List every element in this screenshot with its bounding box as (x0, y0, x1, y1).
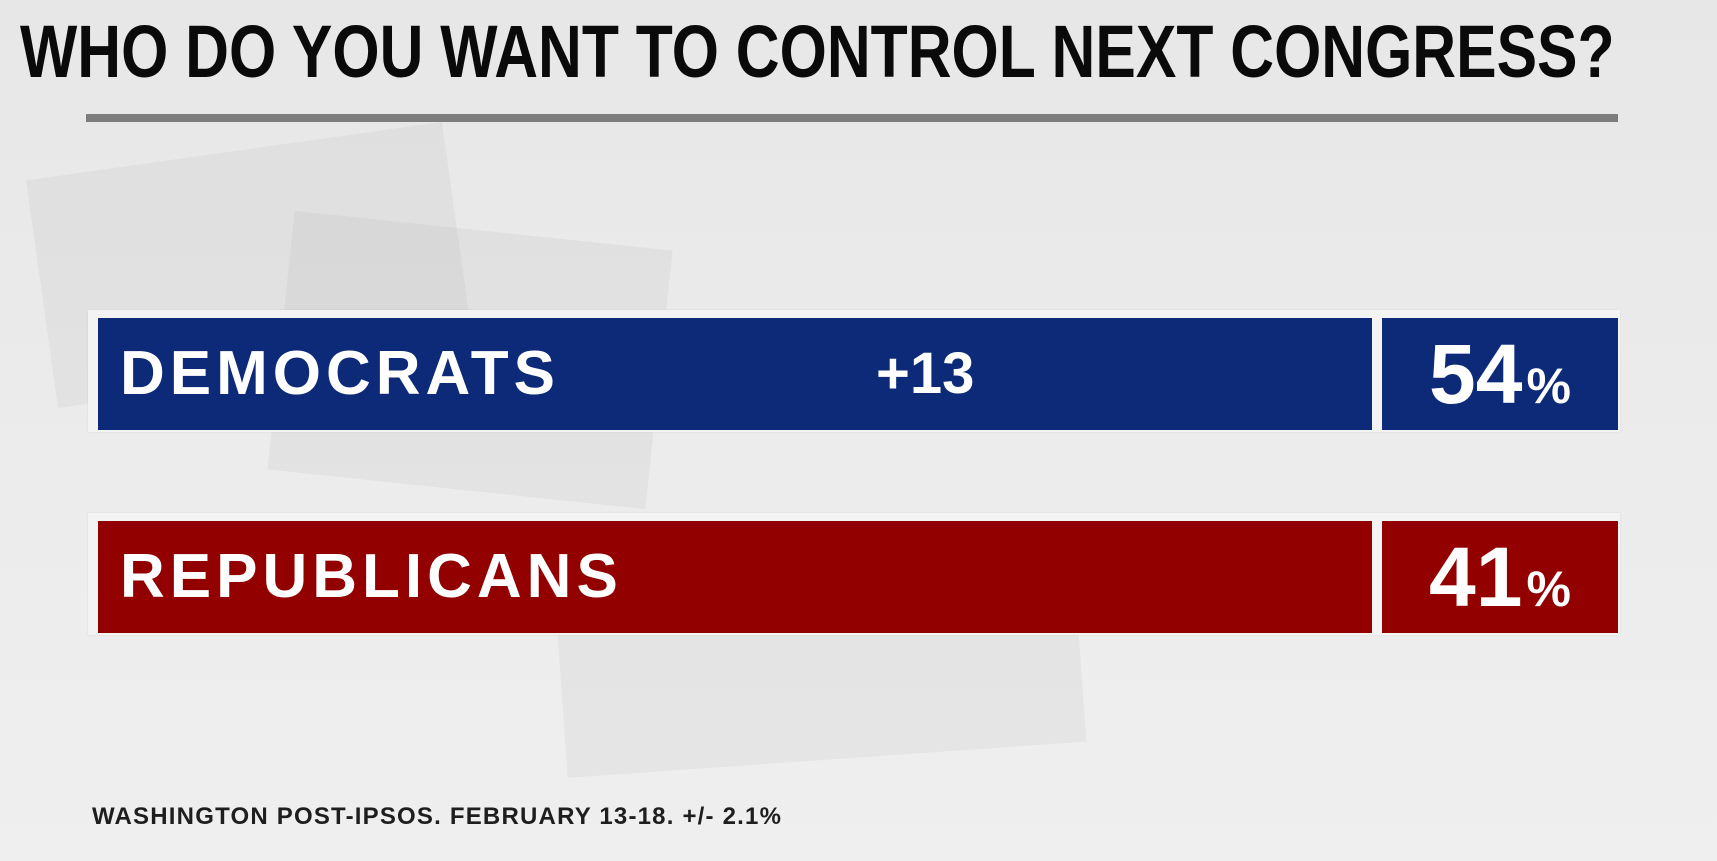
value-label-democrats: 54% (1382, 318, 1618, 430)
bar-label-democrats: DEMOCRATS (120, 339, 560, 408)
percent-sign-republicans: % (1526, 561, 1571, 617)
value-box-democrats: 54% (1382, 318, 1618, 430)
source-note: WASHINGTON POST-IPSOS. FEBRUARY 13-18. +… (92, 803, 783, 830)
value-box-republicans: 41% (1382, 521, 1618, 633)
percent-sign-democrats: % (1526, 358, 1571, 414)
bar-row-democrats: DEMOCRATS +13 54% (88, 310, 1620, 432)
margin-label: +13 (876, 341, 975, 406)
title-divider (86, 114, 1618, 122)
bar-row-republicans: REPUBLICANS 41% (88, 513, 1620, 635)
bar-label-republicans: REPUBLICANS (120, 542, 623, 611)
bar-democrats: DEMOCRATS +13 (98, 318, 1372, 430)
value-number-democrats: 54 (1429, 327, 1523, 421)
bar-republicans: REPUBLICANS (98, 521, 1372, 633)
value-label-republicans: 41% (1382, 521, 1618, 633)
chart-title: WHO DO YOU WANT TO CONTROL NEXT CONGRESS… (20, 10, 1615, 93)
value-number-republicans: 41 (1429, 530, 1523, 624)
